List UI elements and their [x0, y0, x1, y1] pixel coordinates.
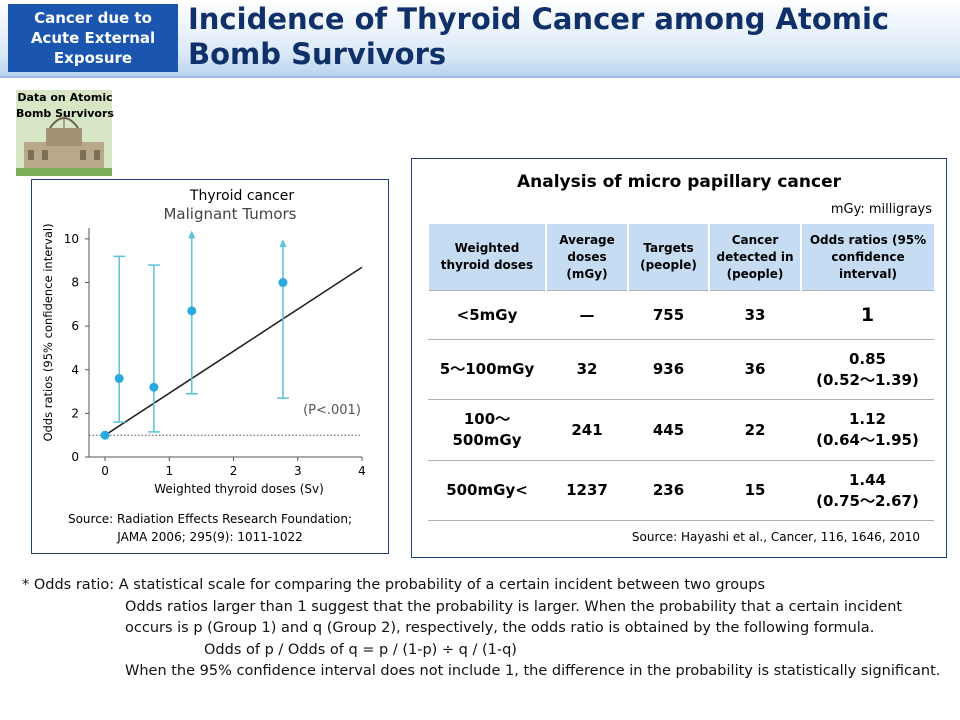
table-cell: 1.44 (0.75〜2.67)	[801, 460, 934, 521]
table-cell: 1237	[546, 460, 628, 521]
table-cell: 32	[546, 339, 628, 400]
data-point	[187, 306, 197, 316]
icon-label: Data on Atomic Bomb Survivors	[16, 91, 114, 120]
significance: When the 95% confidence interval does no…	[125, 663, 941, 679]
section-tag-text: Cancer due to Acute External Exposure	[30, 9, 156, 67]
section-tag: Cancer due to Acute External Exposure	[8, 4, 178, 72]
x-tick-label: 4	[358, 464, 366, 478]
table-cell: —	[546, 290, 628, 340]
table-cell: 236	[628, 460, 709, 521]
y-axis-label: Odds ratios (95% confidence interval)	[41, 223, 55, 441]
y-tick-label: 2	[71, 406, 79, 420]
footnote-label: * Odds ratio:	[22, 577, 115, 593]
table-cell: <5mGy	[428, 290, 546, 340]
table-cell: 0.85 (0.52〜1.39)	[801, 339, 934, 400]
fit-line	[104, 266, 363, 436]
table-cell: 100〜500mGy	[428, 399, 546, 461]
column-header: Average doses (mGy)	[545, 224, 628, 291]
table-cell: 445	[628, 399, 709, 461]
unit-note: mGy: milligrays	[830, 202, 932, 217]
x-tick-label: 0	[101, 464, 109, 478]
table-cell: 22	[709, 399, 801, 461]
chart-source: Source: Radiation Effects Research Found…	[68, 512, 352, 526]
table-row: 5〜100mGy 32 936 36 0.85 (0.52〜1.39)	[428, 339, 934, 400]
y-tick-label: 6	[71, 319, 79, 333]
table-cell: 1	[801, 290, 934, 340]
dome-icon	[16, 90, 112, 176]
table-cell: 1.12 (0.64〜1.95)	[801, 399, 934, 461]
chart-panel: Thyroid cancer Malignant Tumors 0 2 4 6 8 10 0 1 2…	[31, 179, 389, 554]
footnote-definition: * Odds ratio: A statistical scale for co…	[22, 575, 952, 597]
header-row: Weighted thyroid doses Average doses (mGy…	[427, 224, 934, 291]
table-cell: 15	[709, 460, 801, 521]
chart-subtitle: Malignant Tumors	[163, 205, 296, 223]
y-tick-label: 4	[71, 363, 79, 377]
slide-title: Incidence of Thyroid Cancer among Atomic…	[188, 2, 890, 71]
x-tick-label: 3	[294, 464, 302, 478]
explanation: Odds ratios larger than 1 suggest that t…	[125, 598, 903, 637]
table-cell: 36	[709, 339, 801, 400]
table-cell: 5〜100mGy	[428, 339, 546, 400]
column-header: Weighted thyroid doses	[427, 224, 546, 291]
chart-source: JAMA 2006; 295(9): 1011-1022	[116, 530, 302, 544]
data-point	[149, 382, 159, 392]
y-tick-label: 0	[71, 450, 79, 464]
error-arrow	[279, 239, 287, 248]
table-title: Analysis of micro papillary cancer	[516, 172, 841, 192]
column-header: Cancer detected in (people)	[708, 224, 801, 291]
table-panel	[411, 158, 947, 558]
annotation: (P<.001)	[303, 403, 361, 418]
table-cell: 33	[709, 290, 801, 340]
footnote: * Odds ratio: A statistical scale for co…	[22, 575, 952, 683]
y-tick-label: 10	[64, 232, 79, 246]
results-table: Weighted thyroid doses Average doses (mGy…	[427, 224, 934, 521]
y-tick-label: 8	[71, 276, 79, 290]
definition: A statistical scale for comparing the pr…	[118, 577, 766, 593]
table-cell: 755	[628, 290, 709, 340]
table-source: Source: Hayashi et al., Cancer, 116, 164…	[631, 530, 920, 544]
table-row: <5mGy —755 33 1	[428, 290, 934, 340]
table-cell: 500mGy<	[428, 460, 546, 521]
column-header: Odds ratios (95% confidence interval)	[800, 224, 934, 291]
data-point	[100, 430, 110, 440]
table-row: 100〜500mGy 241 445 22 1.12 (0.64〜1.95)	[428, 399, 934, 461]
x-tick-label: 1	[165, 464, 173, 478]
x-axis-label: Weighted thyroid doses (Sv)	[154, 482, 324, 496]
table-cell: 241	[546, 399, 628, 461]
table-cell: 936	[628, 339, 709, 400]
column-header: Targets (people)	[627, 224, 709, 291]
x-tick-label: 2	[230, 464, 238, 478]
chart-title: Thyroid cancer	[189, 188, 294, 204]
data-point	[114, 373, 124, 383]
table-row: 500mGy< 1237 236 15 1.44 (0.75〜2.67)	[428, 460, 934, 521]
data-point	[278, 278, 288, 288]
error-arrow	[188, 230, 196, 239]
formula: Odds of p / Odds of q = p / (1-p) ÷ q / …	[204, 641, 517, 658]
